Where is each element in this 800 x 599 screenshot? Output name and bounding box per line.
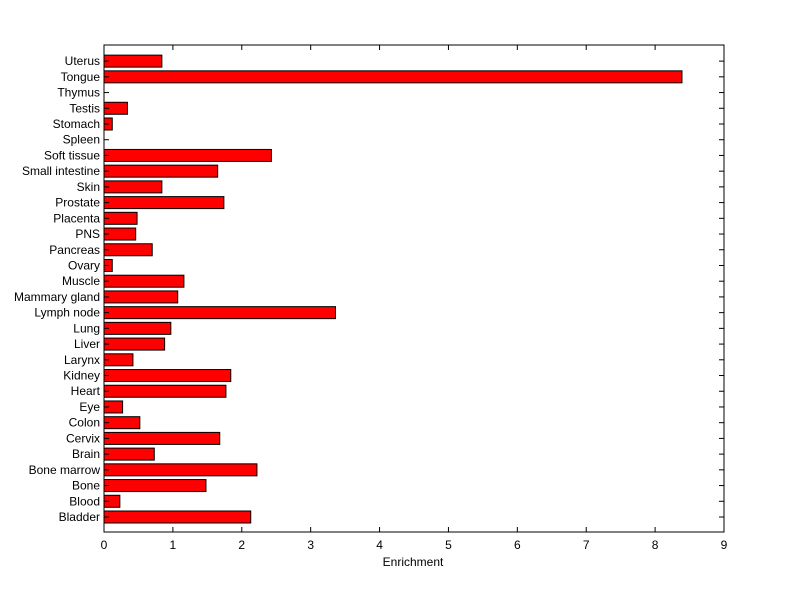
x-tick-label-0: 0 <box>101 538 108 552</box>
y-tick-label-bladder: Bladder <box>59 510 100 524</box>
x-tick-label-5: 5 <box>445 538 452 552</box>
y-tick-label-mammary-gland: Mammary gland <box>14 290 100 304</box>
bar-small-intestine <box>103 164 219 178</box>
y-tick-label-testis: Testis <box>69 101 100 115</box>
bar-lung <box>103 321 172 335</box>
y-tick-label-prostate: Prostate <box>55 196 100 210</box>
x-tick-label-4: 4 <box>376 538 383 552</box>
y-tick-label-colon: Colon <box>69 416 100 430</box>
y-tick-label-thymus: Thymus <box>57 86 100 100</box>
bar-bone-marrow <box>103 463 258 477</box>
y-tick-label-heart: Heart <box>71 384 101 398</box>
bar-muscle <box>103 274 185 288</box>
bar-pancreas <box>103 243 153 257</box>
y-tick-label-brain: Brain <box>72 447 100 461</box>
bar-prostate <box>103 196 225 210</box>
x-tick-label-8: 8 <box>652 538 659 552</box>
bar-brain <box>103 447 155 461</box>
bar-liver <box>103 337 166 351</box>
y-tick-label-lung: Lung <box>73 321 100 335</box>
y-tick-label-soft-tissue: Soft tissue <box>44 148 100 162</box>
y-tick-label-lymph-node: Lymph node <box>34 306 100 320</box>
bar-colon <box>103 416 141 430</box>
y-tick-label-eye: Eye <box>79 400 100 414</box>
y-tick-label-larynx: Larynx <box>64 353 100 367</box>
bar-bone <box>103 479 207 493</box>
y-tick-label-blood: Blood <box>69 494 100 508</box>
x-tick-label-3: 3 <box>307 538 314 552</box>
x-tick-label-7: 7 <box>583 538 590 552</box>
y-tick-label-bone: Bone <box>72 479 100 493</box>
bar-cervix <box>103 431 221 445</box>
plot-background <box>104 45 724 532</box>
y-tick-label-kidney: Kidney <box>63 369 100 383</box>
y-tick-label-skin: Skin <box>77 180 100 194</box>
bar-heart <box>103 384 227 398</box>
y-tick-label-muscle: Muscle <box>62 274 100 288</box>
bar-mammary-gland <box>103 290 179 304</box>
x-tick-label-1: 1 <box>170 538 177 552</box>
y-tick-label-tongue: Tongue <box>61 70 101 84</box>
y-tick-label-pancreas: Pancreas <box>49 243 100 257</box>
bar-tongue <box>103 70 683 84</box>
bar-bladder <box>103 510 252 524</box>
x-axis-label: Enrichment <box>383 555 444 569</box>
x-tick-label-2: 2 <box>238 538 245 552</box>
x-tick-label-9: 9 <box>721 538 728 552</box>
bar-uterus <box>103 54 163 68</box>
y-tick-label-liver: Liver <box>74 337 100 351</box>
bar-soft-tissue <box>103 148 272 162</box>
plot-frame <box>103 44 725 533</box>
y-tick-label-stomach: Stomach <box>53 117 100 131</box>
y-tick-label-ovary: Ovary <box>68 258 100 272</box>
y-tick-label-cervix: Cervix <box>66 431 100 445</box>
y-tick-label-small-intestine: Small intestine <box>22 164 100 178</box>
bar-kidney <box>103 369 232 383</box>
bar-skin <box>103 180 163 194</box>
y-tick-label-spleen: Spleen <box>63 133 100 147</box>
y-tick-label-bone-marrow: Bone marrow <box>29 463 101 477</box>
y-tick-label-placenta: Placenta <box>53 211 100 225</box>
y-tick-label-pns: PNS <box>75 227 100 241</box>
x-tick-label-6: 6 <box>514 538 521 552</box>
y-tick-label-uterus: Uterus <box>65 54 100 68</box>
bar-lymph-node <box>103 306 336 320</box>
